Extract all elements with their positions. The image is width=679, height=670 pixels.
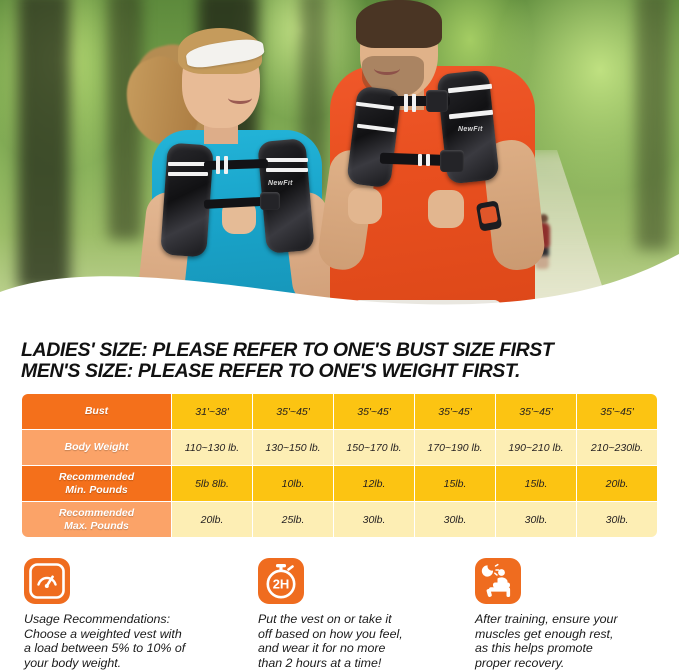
table-row: Bust 31'~38' 35'~45' 35'~45' 35'~45' 35'~45' 3…: [22, 394, 657, 429]
distant-runner: [539, 214, 548, 223]
table-cell: 210~230lb.: [577, 430, 657, 465]
tip-text: Usage Recommendations: Choose a weighted…: [24, 612, 186, 670]
table-cell: 30lb.: [577, 502, 657, 537]
table-cell: 12lb.: [334, 466, 414, 501]
tip-text: After training, ensure your muscles get …: [475, 612, 618, 670]
table-cell: 30lb.: [334, 502, 414, 537]
table-cell: 30lb.: [496, 502, 576, 537]
table-row: Recommended Max. Pounds 20lb. 25lb. 30lb. 30l…: [22, 502, 657, 537]
tip-rest-recovery: After training, ensure your muscles get …: [475, 558, 665, 670]
reflective-stripe: [168, 172, 208, 176]
usage-tips-row: Usage Recommendations: Choose a weighted…: [0, 558, 679, 670]
stopwatch-badge-label: 2H: [273, 577, 290, 592]
vest-chest-strap: [390, 96, 450, 106]
table-cell: 35'~45': [253, 394, 333, 429]
tip-usage-recommendations: Usage Recommendations: Choose a weighted…: [24, 558, 239, 670]
man-hair: [356, 0, 442, 48]
row-label: Body Weight: [22, 430, 171, 465]
ladies-size-heading: LADIES' SIZE: PLEASE REFER TO ONE'S BUST…: [21, 339, 554, 361]
man-model: NewFit: [315, 0, 570, 334]
table-cell: 150~170 lb.: [334, 430, 414, 465]
table-cell: 20lb.: [172, 502, 252, 537]
row-label: Recommended Max. Pounds: [22, 502, 171, 537]
table-cell: 20lb.: [577, 466, 657, 501]
reflective-stripe: [266, 158, 308, 162]
reflective-stripe: [266, 168, 308, 172]
table-row: Body Weight 110~130 lb. 130~150 lb. 150~170…: [22, 430, 657, 465]
reflective-stripe: [404, 94, 408, 112]
man-fist: [348, 188, 382, 224]
tree-trunk: [636, 0, 670, 250]
tree-trunk: [18, 0, 70, 290]
table-cell: 130~150 lb.: [253, 430, 333, 465]
row-label: Recommended Min. Pounds: [22, 466, 171, 501]
table-cell: 31'~38': [172, 394, 252, 429]
table-cell: 30lb.: [415, 502, 495, 537]
table-cell: 170~190 lb.: [415, 430, 495, 465]
headings-block: LADIES' SIZE: PLEASE REFER TO ONE'S BUST…: [21, 340, 661, 382]
vest-brand-logo: NewFit: [268, 180, 293, 187]
table-cell: 35'~45': [577, 394, 657, 429]
man-smartwatch: [475, 200, 503, 232]
tip-text: Put the vest on or take it off based on …: [258, 612, 403, 670]
wave-divider: [0, 254, 679, 348]
stopwatch-2h-icon: 2H: [258, 558, 304, 604]
table-cell: 35'~45': [334, 394, 414, 429]
vest-buckle: [440, 150, 464, 172]
rest-recovery-icon: [475, 558, 521, 604]
man-fist: [428, 190, 464, 228]
reflective-stripe: [418, 154, 422, 166]
table-row: Recommended Min. Pounds 5lb 8lb. 10lb. 12lb.…: [22, 466, 657, 501]
reflective-stripe: [168, 162, 208, 166]
reflective-stripe: [426, 154, 430, 166]
vest-buckle: [260, 192, 280, 210]
vest-brand-logo: NewFit: [458, 126, 483, 133]
row-label: Bust: [22, 394, 171, 429]
table-cell: 5lb 8lb.: [172, 466, 252, 501]
table-cell: 25lb.: [253, 502, 333, 537]
table-cell: 35'~45': [496, 394, 576, 429]
gauge-icon: [24, 558, 70, 604]
reflective-stripe: [224, 156, 228, 174]
table-cell: 110~130 lb.: [172, 430, 252, 465]
table-cell: 15lb.: [415, 466, 495, 501]
table-cell: 190~210 lb.: [496, 430, 576, 465]
tip-wear-duration: 2H Put the vest on or take it off based …: [258, 558, 468, 670]
table-cell: 10lb.: [253, 466, 333, 501]
reflective-stripe: [216, 156, 220, 174]
table-cell: 15lb.: [496, 466, 576, 501]
reflective-stripe: [412, 94, 416, 112]
vest-buckle: [426, 90, 448, 112]
table-cell: 35'~45': [415, 394, 495, 429]
man-smile: [374, 62, 400, 75]
size-chart-body: Bust 31'~38' 35'~45' 35'~45' 35'~45' 35'~45' 3…: [22, 394, 657, 537]
mens-size-heading: MEN'S SIZE: PLEASE REFER TO ONE'S WEIGHT…: [21, 360, 520, 382]
woman-smile: [228, 92, 252, 104]
size-chart-table: Bust 31'~38' 35'~45' 35'~45' 35'~45' 35'~45' 3…: [21, 393, 658, 538]
